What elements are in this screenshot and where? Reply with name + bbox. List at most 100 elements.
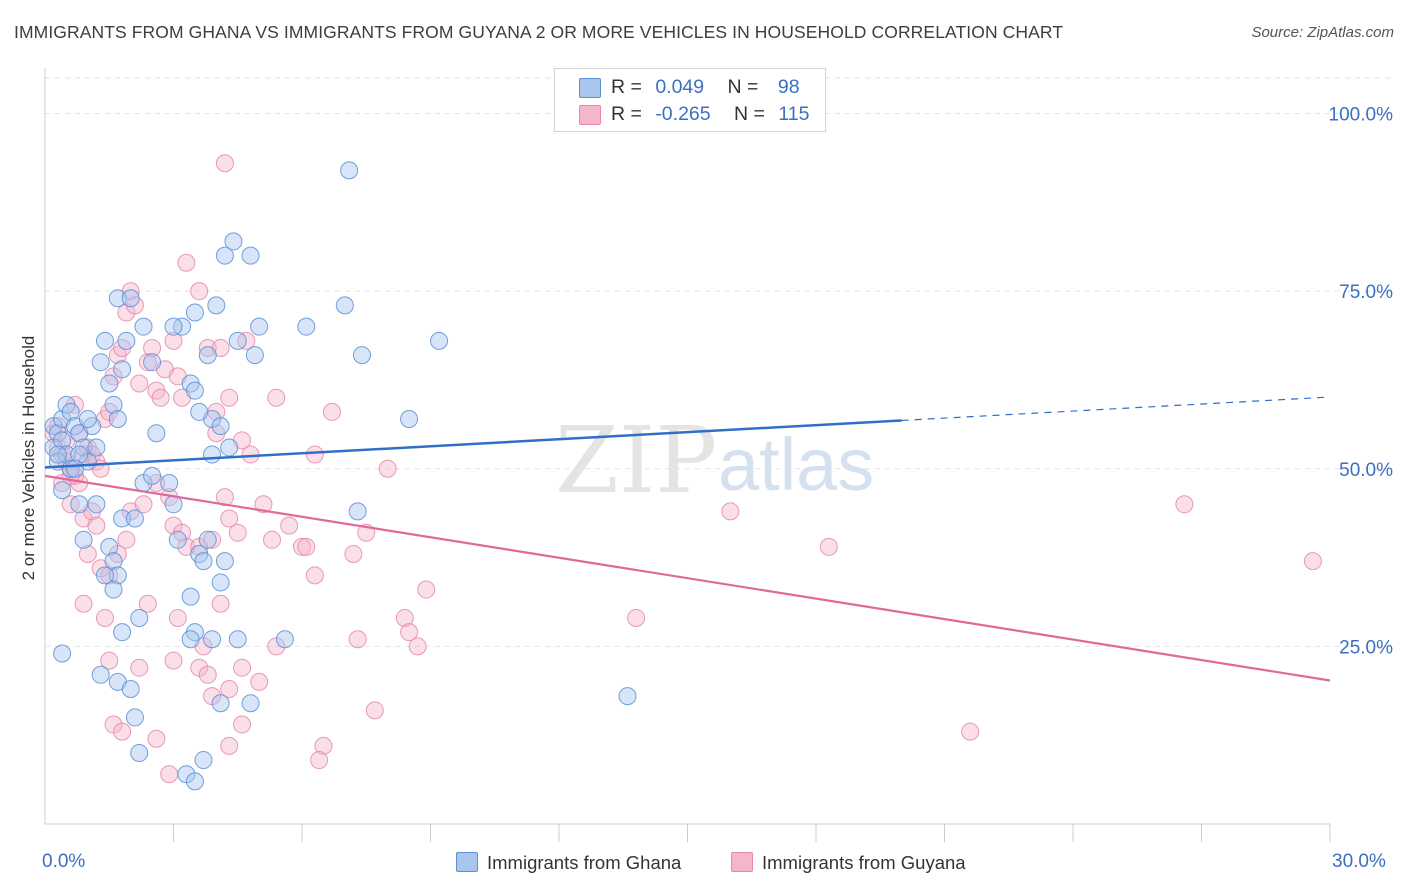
- guyana-point: [400, 623, 419, 642]
- guyana-point: [233, 715, 252, 734]
- ghana-point: [352, 346, 371, 365]
- ghana-point: [211, 694, 230, 713]
- legend-n-value-guyana: 115: [778, 103, 810, 125]
- guyana-point: [263, 530, 282, 549]
- guyana-point: [348, 630, 367, 649]
- ghana-point: [207, 296, 226, 315]
- ghana-point: [335, 296, 354, 315]
- guyana-point: [721, 502, 740, 521]
- ghana-point: [228, 630, 247, 649]
- ghana-point: [185, 381, 204, 400]
- guyana-point: [314, 736, 333, 755]
- guyana-point: [134, 495, 153, 514]
- legend-r-label: R =: [611, 103, 642, 125]
- y-tick-labels: 25.0% 50.0% 75.0% 100.0%: [1329, 105, 1394, 659]
- ghana-point: [95, 566, 114, 585]
- guyana-point: [280, 516, 299, 535]
- ghana-point: [275, 630, 294, 649]
- guyana-point: [117, 530, 136, 549]
- guyana-point: [961, 722, 980, 741]
- source-credit: Source: ZipAtlas.com: [1251, 24, 1394, 41]
- ghana-point: [113, 360, 132, 379]
- ghana-point: [130, 608, 149, 627]
- bottom-legend-swatch-guyana: [731, 852, 753, 872]
- ghana-point: [215, 552, 234, 571]
- guyana-point: [1303, 552, 1322, 571]
- trend-line-ghana-extension: [901, 396, 1331, 422]
- ghana-point: [87, 438, 106, 457]
- bottom-legend-guyana: Immigrants from Guyana: [731, 852, 966, 874]
- ghana-point: [181, 587, 200, 606]
- guyana-point: [211, 594, 230, 613]
- ghana-point: [618, 687, 637, 706]
- ghana-point: [121, 680, 140, 699]
- guyana-point: [113, 722, 132, 741]
- ghana-point: [134, 317, 153, 336]
- guyana-point: [344, 545, 363, 564]
- guyana-point: [220, 388, 239, 407]
- ghana-point: [108, 289, 127, 308]
- guyana-point: [220, 736, 239, 755]
- ghana-point: [61, 402, 80, 421]
- guyana-point: [198, 665, 217, 684]
- y-tick-label-75: 75.0%: [1339, 282, 1393, 303]
- guyana-point: [177, 253, 196, 272]
- ghana-point: [430, 331, 449, 350]
- guyana-point: [160, 765, 179, 784]
- ghana-point: [185, 772, 204, 791]
- legend-n-label: N =: [727, 76, 759, 98]
- legend-r-value-ghana: 0.049: [655, 76, 705, 98]
- guyana-point: [215, 488, 234, 507]
- guyana-point: [819, 537, 838, 556]
- guyana-point: [1175, 495, 1194, 514]
- guyana-point: [322, 402, 341, 421]
- ghana-point: [203, 445, 222, 464]
- ghana-point: [194, 751, 213, 770]
- grid-lines: [45, 77, 1392, 647]
- ghana-point: [91, 353, 110, 372]
- ghana-point: [87, 495, 106, 514]
- guyana-point: [305, 566, 324, 585]
- ghana-point: [340, 161, 359, 180]
- ghana-point: [113, 509, 132, 528]
- ghana-point: [104, 552, 123, 571]
- guyana-point: [220, 509, 239, 528]
- ghana-point: [108, 566, 127, 585]
- ghana-point: [241, 246, 260, 265]
- ghana-point: [130, 743, 149, 762]
- ghana-point: [198, 530, 217, 549]
- ghana-point: [113, 623, 132, 642]
- bottom-legend-label-ghana: Immigrants from Ghana: [487, 852, 682, 873]
- ghana-point: [185, 303, 204, 322]
- guyana-point: [74, 594, 93, 613]
- ghana-point: [400, 410, 419, 429]
- ghana-point: [215, 246, 234, 265]
- watermark-zip: ZIP: [555, 407, 717, 514]
- bottom-legend-label-guyana: Immigrants from Guyana: [762, 852, 966, 873]
- trend-lines: [44, 396, 1331, 682]
- guyana-point: [87, 516, 106, 535]
- trend-line-guyana: [44, 474, 1331, 682]
- guyana-point: [164, 651, 183, 670]
- ghana-point: [65, 459, 84, 478]
- ghana-point: [48, 445, 67, 464]
- ghana-point: [220, 438, 239, 457]
- bottom-legend-ghana: Immigrants from Ghana: [456, 852, 681, 874]
- legend-n-label: N =: [734, 103, 765, 125]
- guyana-point: [164, 331, 183, 350]
- guyana-point: [168, 608, 187, 627]
- guyana-point: [130, 658, 149, 677]
- guyana-point: [293, 537, 311, 556]
- guyana-point: [310, 751, 329, 770]
- legend-swatch-guyana: [579, 105, 601, 125]
- ghana-point: [121, 289, 140, 308]
- ghana-point: [125, 509, 144, 528]
- legend-r-value-guyana: -0.265: [655, 103, 711, 125]
- ghana-point: [117, 331, 136, 350]
- ghana-point: [53, 644, 72, 663]
- ghana-point: [70, 495, 89, 514]
- guyana-point: [305, 445, 324, 464]
- guyana-point: [254, 495, 273, 514]
- guyana-point: [151, 388, 170, 407]
- guyana-point: [408, 637, 427, 656]
